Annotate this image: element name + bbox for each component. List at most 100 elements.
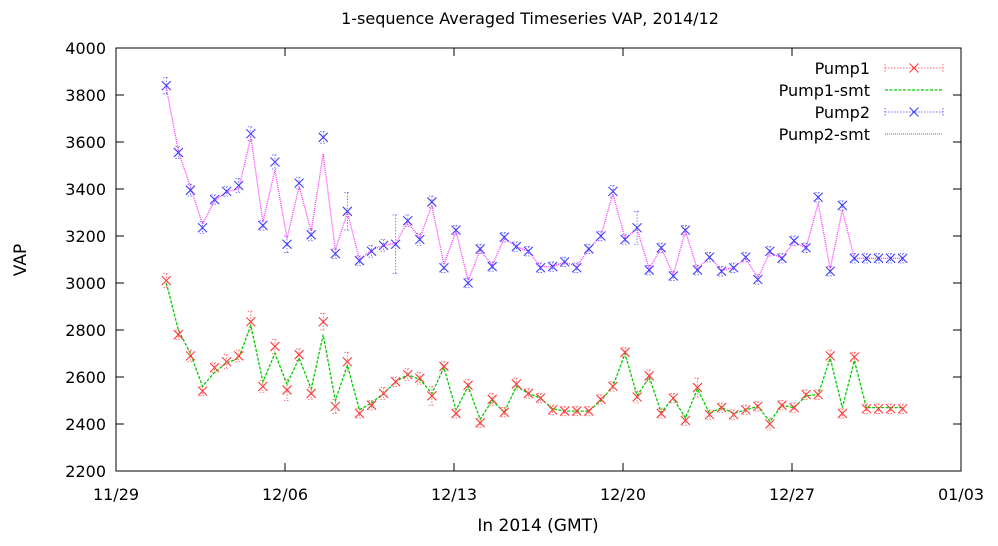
- legend-label-pump2: Pump2: [815, 103, 870, 122]
- pump1-error-bar: [416, 371, 423, 385]
- pump1-point: [306, 388, 317, 399]
- pump1-point: [390, 376, 401, 387]
- y-tick-label: 3400: [65, 180, 106, 199]
- pump2-error-bar: [778, 253, 785, 264]
- pump1-point: [764, 419, 775, 429]
- pump2-point: [801, 242, 811, 253]
- y-axis-label: VAP: [11, 244, 31, 276]
- pump2-point: [245, 128, 256, 139]
- pump1-point: [354, 408, 365, 419]
- pump2-point: [861, 253, 872, 264]
- pump2-point: [378, 240, 389, 251]
- pump2-point: [583, 244, 594, 254]
- pump1-point: [402, 369, 413, 380]
- pump2-error-bar: [573, 262, 580, 273]
- pump1-error-bar: [501, 407, 508, 418]
- y-tick-label: 2200: [65, 462, 106, 481]
- pump2-point: [318, 132, 329, 143]
- pump1-point: [173, 329, 184, 340]
- pump1-error-bar: [815, 389, 822, 400]
- pump2-error-bar: [163, 76, 170, 95]
- pump1-point: [897, 403, 908, 414]
- y-tick-label: 4000: [65, 39, 106, 58]
- pump2-point: [523, 246, 534, 257]
- pump1-error-bar: [477, 417, 484, 428]
- y-tick-label: 3600: [65, 133, 106, 152]
- pump1-point: [294, 349, 304, 360]
- x-tick-label: 12/27: [769, 485, 815, 504]
- pump1-error-bar: [646, 369, 653, 383]
- pump2-error-bar: [525, 246, 532, 257]
- pump2-point: [740, 252, 751, 263]
- pump2-point: [873, 253, 884, 264]
- pump1-point: [752, 401, 763, 412]
- pump2-error-bar: [561, 256, 568, 267]
- pump2-point: [173, 147, 184, 158]
- pump1-error-bar: [573, 405, 580, 417]
- pump1-error-bar: [682, 415, 689, 426]
- pump1-point: [378, 388, 389, 399]
- pump2-error-bar: [682, 225, 689, 236]
- legend-swatch-pump1: [884, 64, 944, 72]
- pump1-error-bar: [634, 390, 641, 404]
- pump2-error-bar: [718, 266, 725, 277]
- pump1-error-bar: [597, 394, 604, 405]
- pump1-error-bar: [489, 393, 496, 406]
- pump2-error-bar: [477, 243, 484, 255]
- pump1-point: [342, 356, 353, 367]
- pump1-point: [535, 393, 546, 404]
- pump2-point: [354, 255, 365, 266]
- pump2-error-bar: [863, 253, 870, 264]
- legend-marker-pump2: [909, 107, 919, 117]
- y-tick-label: 3200: [65, 227, 106, 246]
- pump2-point: [233, 180, 244, 191]
- pump1-point: [692, 382, 703, 393]
- pump1-point: [873, 403, 884, 414]
- pump2-point: [547, 261, 558, 272]
- axis-ticks: 2200 2400 2600 2800 3000 3200 3400 3600 3800 4000…: [65, 39, 984, 504]
- pump2-error-bar: [501, 232, 508, 243]
- pump1-point: [523, 388, 534, 399]
- pump1-error-bar: [839, 408, 846, 419]
- x-tick-label: 12/06: [262, 485, 308, 504]
- pump1-point: [861, 403, 872, 414]
- pump2-point: [680, 225, 691, 236]
- pump1-point: [511, 379, 522, 389]
- x-tick-label: 12/20: [600, 485, 646, 504]
- pump1-point: [583, 406, 594, 416]
- pump1-error-bar: [585, 405, 592, 417]
- pump2-point: [559, 256, 570, 267]
- pump1-point: [487, 394, 498, 405]
- pump2-point: [704, 252, 715, 263]
- pump1-point: [221, 356, 232, 367]
- pump2-error-bar: [380, 239, 387, 252]
- pump1-error-bar: [899, 403, 906, 414]
- pump2-point: [608, 186, 618, 197]
- pump2-error-bar: [368, 245, 375, 258]
- pump2-error-bar: [223, 186, 230, 197]
- pump2-point: [342, 206, 353, 217]
- pump1-point: [632, 392, 642, 402]
- pump1-point: [559, 406, 570, 416]
- pump2-point: [451, 225, 461, 236]
- pump1-point: [439, 361, 449, 372]
- pump1-point: [656, 408, 667, 419]
- pump2-point: [885, 253, 896, 264]
- pump2-error-bar: [622, 234, 629, 245]
- pump1-point: [885, 403, 896, 414]
- pump1-error-bar: [525, 388, 532, 399]
- pump2-point: [595, 231, 606, 241]
- pump2-point: [439, 262, 449, 273]
- pump1-point: [270, 341, 280, 352]
- pump2-error-bar: [658, 242, 665, 253]
- pump1-point: [813, 389, 824, 400]
- series-markers: [161, 80, 908, 429]
- pump2-point: [257, 220, 268, 231]
- pump1-point: [644, 370, 655, 381]
- pump1-point: [233, 350, 244, 361]
- pump2-point: [656, 242, 667, 253]
- pump2-point: [487, 261, 498, 272]
- pump1-error-bar: [875, 403, 882, 414]
- x-tick-label: 01/03: [938, 485, 984, 504]
- pump2-point: [499, 232, 510, 243]
